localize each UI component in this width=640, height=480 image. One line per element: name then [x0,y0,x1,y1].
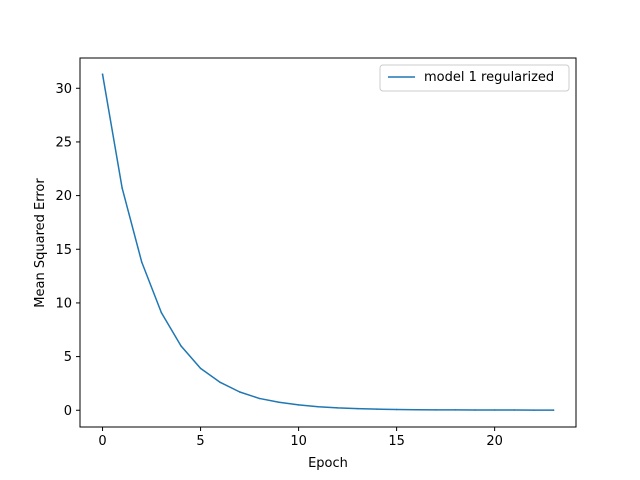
series-point [278,401,280,403]
series-point [356,407,359,410]
x-tick-label: 0 [98,434,106,449]
series-point [258,397,261,400]
y-tick-label: 15 [55,243,72,258]
series-point [376,408,378,410]
series-point [141,261,143,263]
series-point [552,409,555,411]
legend: model 1 regularized [379,64,570,92]
y-tick-label: 5 [64,350,72,365]
series-point [415,408,417,411]
series-point [533,409,535,411]
series-point [395,408,398,411]
series-point [121,187,123,189]
series-point [199,367,202,370]
series-point [435,409,437,411]
y-tick-label: 20 [55,189,72,204]
legend-box [379,64,570,92]
series-point [180,345,182,347]
x-axis-label: Epoch [308,456,348,471]
series-point [474,409,476,411]
axes-frame [79,57,577,428]
series-point [101,73,104,76]
y-tick-label: 30 [55,82,72,97]
y-tick-label: 10 [55,296,72,311]
x-tick-label: 15 [388,434,405,449]
y-tick-label: 25 [55,135,72,150]
series-point [513,409,515,411]
series-point [297,404,300,406]
series-point [219,381,221,384]
legend-label: model 1 regularized [424,70,554,85]
series-point [317,405,319,408]
series-point [493,409,496,411]
x-tick-label: 5 [196,434,204,449]
series-point [239,391,241,393]
x-tick-label: 10 [290,434,307,449]
x-tick-label: 20 [486,434,503,449]
series-line-0 [101,73,555,411]
y-axis-label: Mean Squared Error [33,178,48,308]
ticks-layer: 0 5 10 15 20 0 5 10 15 20 25 30 [55,82,502,449]
y-tick-label: 0 [64,404,72,419]
series-point [160,311,163,314]
series-point [454,409,457,411]
series-point [337,407,339,409]
plot-layer [101,73,555,411]
